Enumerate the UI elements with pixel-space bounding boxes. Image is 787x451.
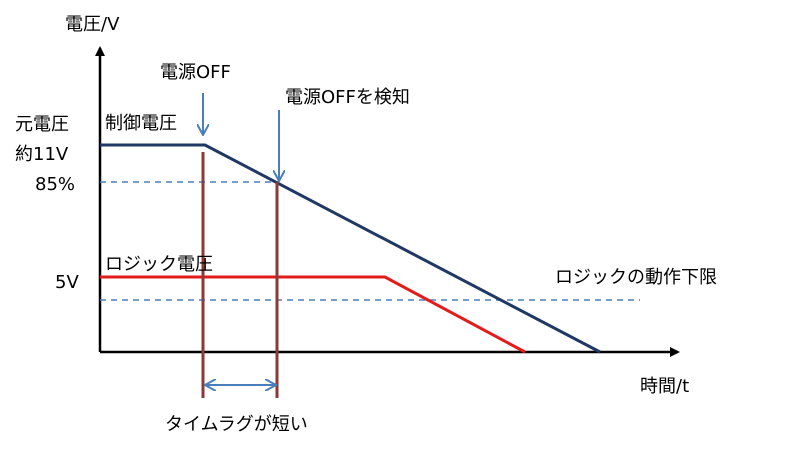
time-lag-label: タイムラグが短い — [165, 414, 308, 435]
lower-limit-label: ロジックの動作下限 — [555, 267, 717, 288]
x-axis-label: 時間/t — [640, 376, 689, 397]
y-axis-label: 電圧/V — [65, 14, 120, 35]
power-off-detect-label: 電源OFFを検知 — [285, 87, 410, 108]
approx-voltage-label: 約11V — [15, 144, 69, 165]
original-voltage-label: 元電圧 — [15, 114, 69, 135]
control-voltage-line — [100, 143, 601, 354]
power-off-label: 電源OFF — [160, 62, 231, 83]
logic-voltage-label: ロジック電圧 — [105, 254, 213, 275]
logic-voltage-line — [100, 275, 526, 354]
control-voltage-label: 制御電圧 — [105, 113, 177, 134]
percent-label: 85% — [35, 174, 75, 195]
five-volt-label: 5V — [55, 272, 79, 293]
